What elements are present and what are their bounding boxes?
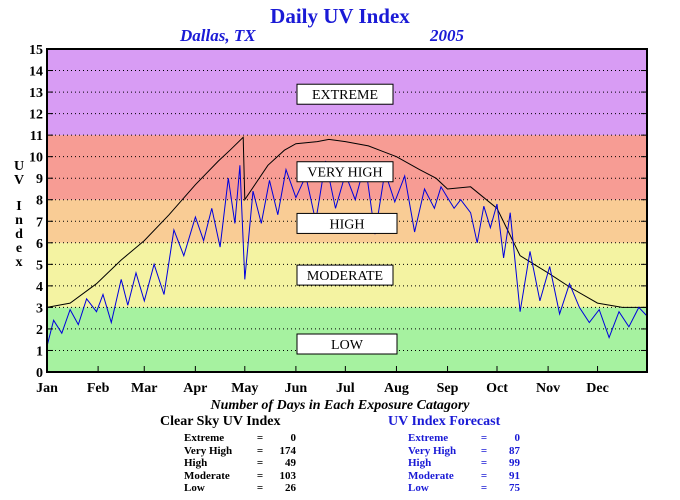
forecast-row-value: 91 [490, 470, 520, 483]
forecast-row-value: 87 [490, 445, 520, 458]
xtick-label-9: Oct [486, 381, 508, 396]
clear-sky-row-label: Low [184, 482, 254, 495]
ytick-label-13: 13 [29, 86, 43, 101]
xtick-label-5: Jun [285, 381, 308, 396]
band-label-3: VERY HIGH [307, 166, 382, 181]
clear-sky-row-label: Very High [184, 445, 254, 458]
xtick-label-10: Nov [536, 381, 560, 396]
band-label-2: HIGH [330, 217, 365, 232]
clear-sky-row-label: High [184, 457, 254, 470]
clear-sky-row-value: 49 [266, 457, 296, 470]
forecast-row-label: Moderate [408, 470, 478, 483]
xtick-label-11: Dec [586, 381, 609, 396]
band-label-1: MODERATE [307, 269, 383, 284]
xtick-label-2: Mar [131, 381, 157, 396]
clear-sky-row-value: 26 [266, 482, 296, 495]
forecast-title: UV Index Forecast [388, 414, 520, 430]
forecast-row-equals: = [478, 432, 490, 445]
ytick-label-6: 6 [36, 237, 43, 252]
summary-heading: Number of Days in Each Exposure Catagory [0, 398, 680, 414]
clear-sky-row-value: 103 [266, 470, 296, 483]
forecast-row-equals: = [478, 457, 490, 470]
forecast-row-value: 99 [490, 457, 520, 470]
ytick-label-0: 0 [36, 366, 43, 381]
clear-sky-row: Extreme = 0 [184, 432, 296, 445]
xtick-label-8: Sep [437, 381, 459, 396]
forecast-row-label: High [408, 457, 478, 470]
forecast-row-equals: = [478, 445, 490, 458]
forecast-table: UV Index Forecast Extreme = 0 Very High = 87 H… [388, 414, 520, 495]
clear-sky-row-label: Extreme [184, 432, 254, 445]
clear-sky-title: Clear Sky UV Index [160, 414, 296, 430]
xtick-label-3: Apr [183, 381, 207, 396]
clear-sky-row: High = 49 [184, 457, 296, 470]
forecast-row: Extreme = 0 [408, 432, 520, 445]
clear-sky-row: Very High = 174 [184, 445, 296, 458]
forecast-row-label: Extreme [408, 432, 478, 445]
forecast-row-equals: = [478, 482, 490, 495]
ytick-label-8: 8 [36, 194, 43, 209]
xtick-label-4: May [231, 381, 258, 396]
clear-sky-row: Moderate = 103 [184, 470, 296, 483]
clear-sky-row-equals: = [254, 482, 266, 495]
clear-sky-row-equals: = [254, 457, 266, 470]
forecast-row-value: 0 [490, 432, 520, 445]
clear-sky-row-equals: = [254, 432, 266, 445]
xtick-label-1: Feb [87, 381, 110, 396]
ytick-label-1: 1 [36, 344, 43, 359]
clear-sky-row-equals: = [254, 470, 266, 483]
xtick-label-7: Aug [384, 381, 409, 396]
forecast-row-value: 75 [490, 482, 520, 495]
ytick-label-5: 5 [36, 258, 43, 273]
clear-sky-row: Low = 26 [184, 482, 296, 495]
forecast-row: Moderate = 91 [408, 470, 520, 483]
forecast-row: Very High = 87 [408, 445, 520, 458]
ytick-label-3: 3 [36, 301, 43, 316]
xtick-label-0: Jan [36, 381, 58, 396]
ytick-label-2: 2 [36, 323, 43, 338]
clear-sky-table: Clear Sky UV Index Extreme = 0 Very High = 17… [160, 414, 296, 495]
forecast-row-label: Very High [408, 445, 478, 458]
forecast-row: Low = 75 [408, 482, 520, 495]
forecast-row-equals: = [478, 470, 490, 483]
ytick-label-12: 12 [29, 108, 43, 123]
ytick-label-10: 10 [29, 151, 43, 166]
ytick-label-11: 11 [30, 129, 43, 144]
band-label-0: LOW [331, 338, 364, 353]
clear-sky-row-value: 0 [266, 432, 296, 445]
forecast-row-label: Low [408, 482, 478, 495]
ytick-label-9: 9 [36, 172, 43, 187]
clear-sky-row-equals: = [254, 445, 266, 458]
clear-sky-row-value: 174 [266, 445, 296, 458]
ytick-label-14: 14 [29, 65, 43, 80]
ytick-label-7: 7 [36, 215, 43, 230]
band-label-4: EXTREME [312, 88, 378, 103]
clear-sky-row-label: Moderate [184, 470, 254, 483]
forecast-row: High = 99 [408, 457, 520, 470]
ytick-label-4: 4 [36, 280, 43, 295]
xtick-label-6: Jul [336, 381, 355, 396]
ytick-label-15: 15 [29, 43, 43, 58]
